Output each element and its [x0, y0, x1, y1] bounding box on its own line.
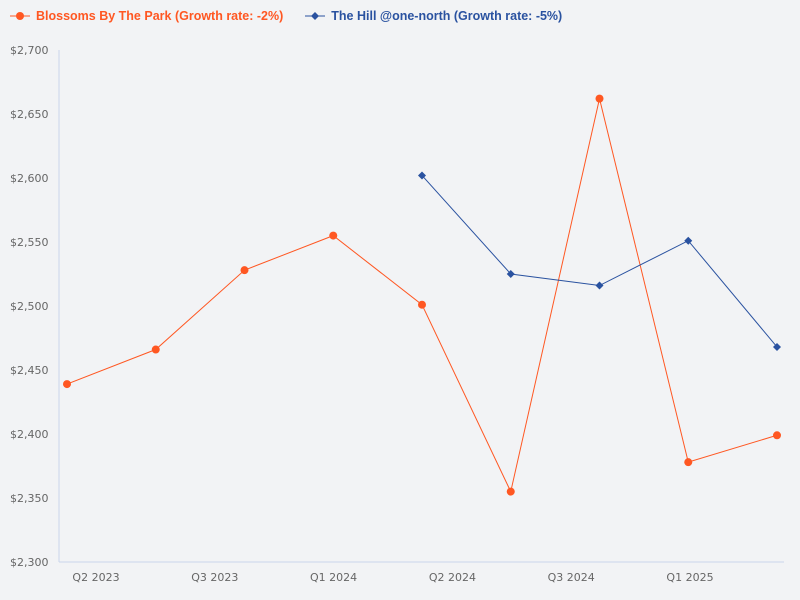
data-point	[506, 270, 515, 278]
y-tick-label: $2,350	[10, 492, 49, 505]
data-point	[684, 236, 693, 245]
legend: Blossoms By The Park (Growth rate: -2%) …	[10, 9, 562, 23]
legend-item-blossoms[interactable]: Blossoms By The Park (Growth rate: -2%)	[10, 9, 283, 23]
y-tick-label: $2,400	[10, 428, 49, 441]
x-tick-label: Q3 2023	[191, 571, 238, 584]
data-point	[773, 431, 781, 440]
data-point	[63, 380, 71, 389]
data-point	[506, 487, 515, 496]
legend-label: Blossoms By The Park (Growth rate: -2%)	[36, 9, 284, 23]
y-tick-label: $2,650	[10, 108, 49, 121]
legend-item-the-hill[interactable]: The Hill @one-north (Growth rate: -5%)	[305, 9, 562, 23]
series-line-0	[66, 98, 778, 494]
data-point	[240, 266, 249, 275]
diamond-marker-icon	[305, 12, 326, 20]
x-tick-label: Q2 2023	[72, 571, 119, 584]
y-tick-label: $2,600	[10, 172, 49, 185]
data-point	[329, 231, 338, 240]
data-point	[151, 345, 160, 354]
x-tick-label: Q1 2025	[666, 571, 713, 584]
circle-marker-icon	[10, 12, 30, 20]
data-point	[684, 458, 693, 467]
x-tick-label: Q1 2024	[310, 571, 357, 584]
y-tick-label: $2,700	[10, 44, 49, 57]
data-point	[595, 94, 604, 103]
x-tick-label: Q2 2024	[429, 571, 476, 584]
y-tick-label: $2,300	[10, 556, 49, 569]
x-tick-label: Q3 2024	[548, 571, 595, 584]
data-point	[773, 342, 781, 351]
data-point	[418, 300, 426, 309]
y-tick-label: $2,500	[10, 300, 49, 313]
data-point	[418, 171, 426, 180]
series-line-1	[421, 175, 778, 348]
y-tick-label: $2,550	[10, 236, 49, 249]
y-tick-label: $2,450	[10, 364, 49, 377]
legend-label: The Hill @one-north (Growth rate: -5%)	[331, 9, 563, 23]
data-point	[595, 281, 604, 290]
